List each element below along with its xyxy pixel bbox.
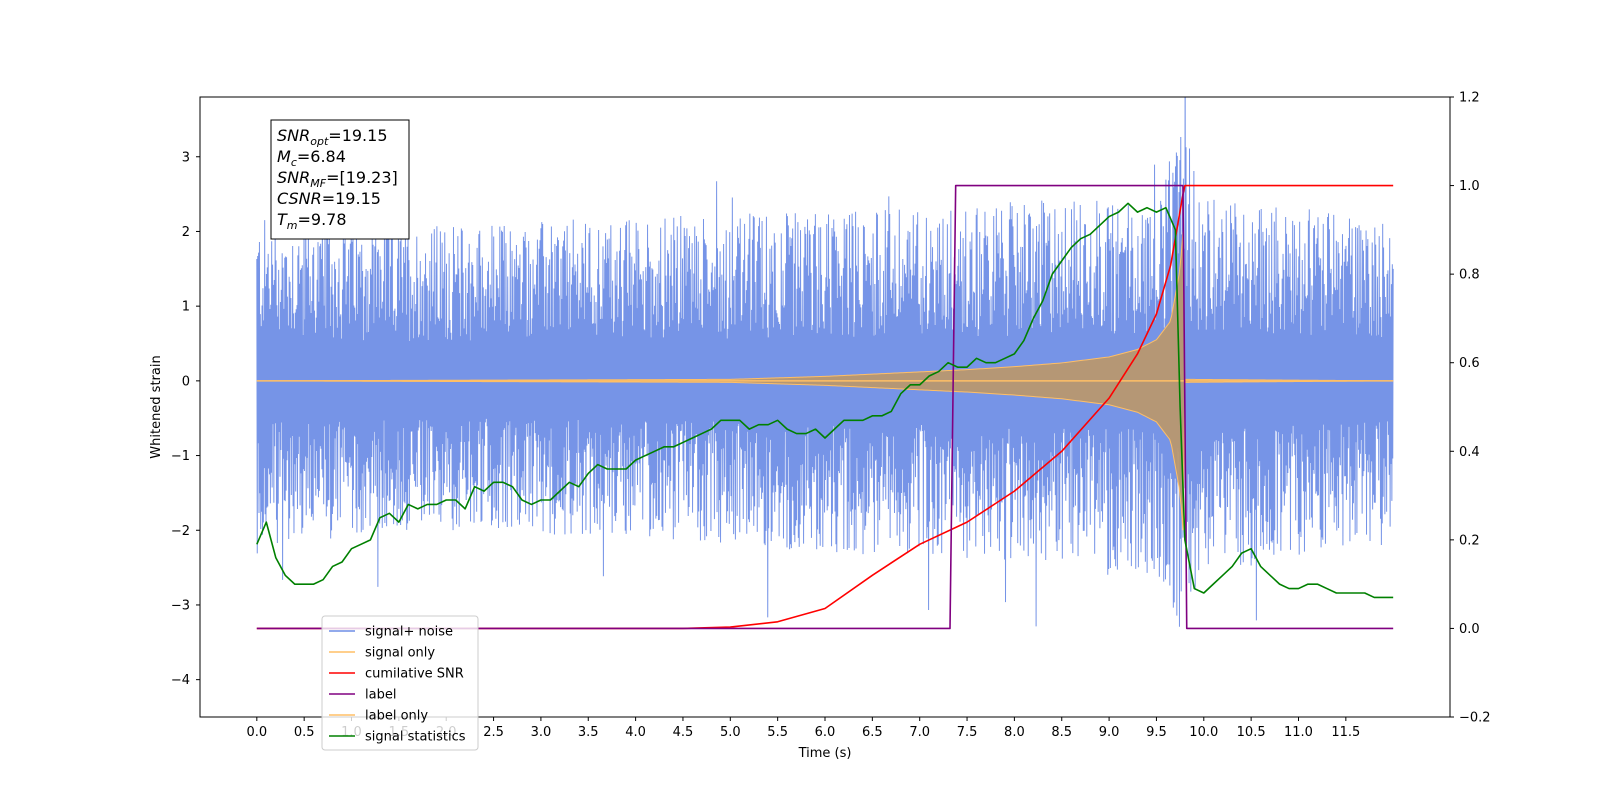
x-tick-label: 11.5 xyxy=(1331,725,1360,740)
y-tick-label-right: 0.8 xyxy=(1459,268,1480,283)
legend-label: signal only xyxy=(365,646,435,661)
annotation-frame xyxy=(270,119,410,240)
legend: signal+ noise signal only cumilative SNR la… xyxy=(321,615,479,751)
x-tick-label: 8.0 xyxy=(1004,725,1025,740)
signal-only-series xyxy=(256,231,1394,531)
x-tick-label: 3.0 xyxy=(531,725,552,740)
y-tick-label-left: 0 xyxy=(182,374,190,389)
legend-label: cumilative SNR xyxy=(365,667,464,682)
y-axis-right: −0.2 0.0 0.2 0.4 0.6 0.8 1.0 1.2 xyxy=(1450,91,1491,726)
annotation-box: SNRopt=19.15Mc=6.84SNRMF=[19.23]CSNR=19.… xyxy=(270,119,410,240)
x-tick-label: 8.5 xyxy=(1051,725,1072,740)
y-tick-label-left: −3 xyxy=(171,598,190,613)
y-tick-label-right: 0.2 xyxy=(1459,533,1480,548)
x-tick-label: 4.5 xyxy=(673,725,694,740)
y-tick-label-left: 3 xyxy=(182,150,190,165)
y-tick-label-left: −1 xyxy=(171,449,190,464)
y-tick-label-left: −4 xyxy=(171,673,190,688)
y-tick-label-left: 2 xyxy=(182,225,190,240)
annotation-line: Tm=9.78 xyxy=(277,210,347,232)
y-axis-left: −4 −3 −2 −1 0 1 2 3 xyxy=(171,150,200,688)
right-axis-series xyxy=(256,184,1394,630)
x-tick-label: 5.0 xyxy=(720,725,741,740)
y-tick-label-left: 1 xyxy=(182,300,190,315)
x-tick-label: 11.0 xyxy=(1284,725,1313,740)
x-tick-label: 5.5 xyxy=(767,725,788,740)
y-tick-label-right: −0.2 xyxy=(1459,711,1491,726)
signal-noise-line xyxy=(256,97,1394,627)
legend-label: signal statistics xyxy=(365,730,466,745)
x-tick-label: 7.0 xyxy=(909,725,930,740)
legend-label: signal+ noise xyxy=(365,625,453,640)
x-tick-label: 4.0 xyxy=(625,725,646,740)
x-tick-label: 0.5 xyxy=(294,725,315,740)
y-tick-label-right: 0.6 xyxy=(1459,356,1480,371)
signal-noise-series xyxy=(256,97,1394,627)
x-tick-label: 10.0 xyxy=(1189,725,1218,740)
label-line xyxy=(256,184,1394,630)
cumilative-snr-line xyxy=(256,184,1394,630)
x-tick-label: 6.5 xyxy=(862,725,883,740)
legend-frame xyxy=(321,615,479,751)
x-tick-label: 9.5 xyxy=(1146,725,1167,740)
y-axis-label: Whitened strain xyxy=(149,355,164,458)
x-tick-label: 7.5 xyxy=(957,725,978,740)
x-axis-label: Time (s) xyxy=(798,746,852,761)
y-tick-label-left: −2 xyxy=(171,524,190,539)
plot-area xyxy=(256,97,1394,630)
y-tick-label-right: 0.0 xyxy=(1459,622,1480,637)
annotation-line: CSNR=19.15 xyxy=(277,189,381,208)
x-tick-label: 6.0 xyxy=(815,725,836,740)
y-tick-label-right: 1.2 xyxy=(1459,91,1480,106)
annotation-line: SNRMF=[19.23] xyxy=(277,168,398,190)
legend-label: label xyxy=(365,688,396,703)
x-tick-label: 9.0 xyxy=(1099,725,1120,740)
x-tick-label: 2.5 xyxy=(483,725,504,740)
x-tick-label: 3.5 xyxy=(578,725,599,740)
x-tick-label: 10.5 xyxy=(1237,725,1266,740)
annotation-line: Mc=6.84 xyxy=(277,147,346,169)
x-tick-label: 0.0 xyxy=(246,725,267,740)
annotation-line: SNRopt=19.15 xyxy=(277,126,388,148)
signal-statistics-line xyxy=(256,202,1394,599)
y-tick-label-right: 0.4 xyxy=(1459,445,1480,460)
y-tick-label-right: 1.0 xyxy=(1459,179,1480,194)
legend-label: label only xyxy=(365,709,428,724)
